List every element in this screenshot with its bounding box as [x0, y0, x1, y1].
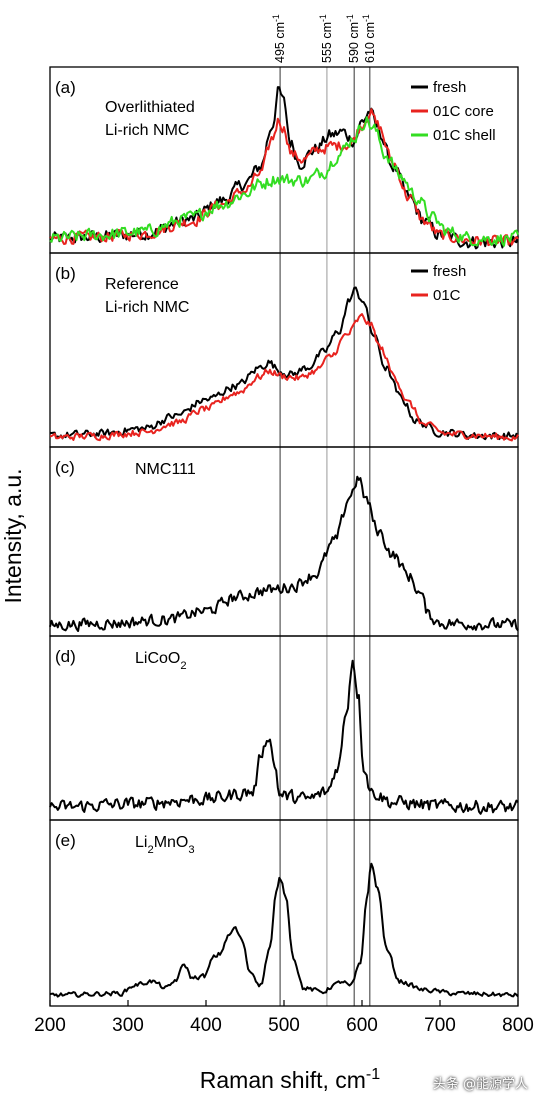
series-line-spectrum [49, 862, 519, 998]
panel-label: LiCoO2 [135, 650, 187, 672]
series-line-01c-shell [49, 116, 519, 247]
legend-label: 01C [433, 287, 461, 304]
x-tick-label: 600 [346, 1015, 378, 1036]
x-tick-label: 700 [424, 1015, 456, 1036]
reference-line-label-555: 555 cm-1 [318, 14, 334, 63]
panel-label: Reference [105, 276, 179, 293]
panel-c: (c) NMC111 [49, 446, 519, 637]
panel-label: Li-rich NMC [105, 299, 189, 316]
series-line-spectrum [49, 475, 519, 632]
y-axis-label: Intensity, a.u. [0, 468, 26, 603]
x-tick-label: 800 [502, 1015, 534, 1036]
legend-label: fresh [433, 263, 466, 280]
panel-a: (a) Overlithiated Li-rich NMC fresh 01C core… [49, 66, 519, 254]
panel-e: (e) Li2MnO3 [49, 819, 519, 1007]
panel-label: Li2MnO3 [135, 834, 195, 856]
x-tick-label: 300 [112, 1015, 144, 1036]
reference-line-label-495: 495 cm-1 [271, 14, 287, 63]
x-tick-label: 200 [34, 1015, 66, 1036]
reference-line-label-590: 590 cm-1 [345, 14, 361, 63]
x-axis-label: Raman shift, cm-1 [200, 1065, 381, 1093]
legend-label: 01C core [433, 103, 494, 120]
panel-label: Li-rich NMC [105, 122, 189, 139]
panel-tag: (a) [55, 78, 76, 97]
series-line-spectrum [49, 659, 519, 815]
panel-frame [49, 819, 519, 1007]
legend-label: 01C shell [433, 127, 496, 144]
panel-b: (b) Reference Li-rich NMC fresh 01C [49, 252, 519, 448]
series-line-01c-core [49, 108, 519, 247]
panel-tag: (c) [55, 458, 75, 477]
x-tick-label: 500 [268, 1015, 300, 1036]
reference-line-label-610: 610 cm-1 [361, 14, 377, 63]
panel-frame [49, 446, 519, 637]
panel-tag: (e) [55, 831, 76, 850]
panel-label: Overlithiated [105, 99, 195, 116]
watermark: 头条 @能源学人 [432, 1077, 528, 1092]
series-line-01c [49, 313, 519, 442]
panel-tag: (d) [55, 647, 76, 666]
series-line-fresh [49, 286, 519, 441]
panel-d: (d) LiCoO2 [49, 635, 519, 821]
panel-tag: (b) [55, 264, 76, 283]
legend-label: fresh [433, 79, 466, 96]
x-tick-label: 400 [190, 1015, 222, 1036]
panel-label: NMC111 [135, 461, 196, 478]
